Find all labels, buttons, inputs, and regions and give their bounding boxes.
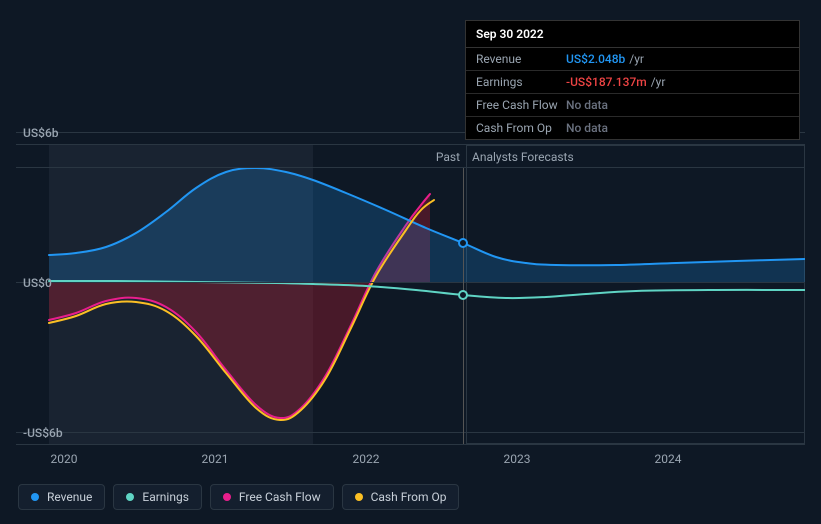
- tooltip-row-revenue: Revenue US$2.048b /yr: [466, 48, 799, 71]
- gridline-zero: [16, 282, 805, 283]
- tooltip-suffix-revenue: /yr: [629, 52, 644, 66]
- hover-guideline: [463, 168, 464, 444]
- gridline-bottom: [16, 432, 805, 433]
- tooltip-row-cfo: Cash From Op No data: [466, 117, 799, 139]
- x-tick-2024: 2024: [655, 452, 682, 466]
- tooltip-value-revenue: US$2.048b: [566, 52, 625, 66]
- hover-marker-earnings: [458, 290, 468, 300]
- tooltip-date: Sep 30 2022: [466, 21, 799, 48]
- gridline-period-divider: [16, 144, 805, 145]
- y-label-max: US$6b: [23, 126, 59, 140]
- x-tick-2023: 2023: [504, 452, 531, 466]
- x-tick-2021: 2021: [202, 452, 229, 466]
- x-tick-2022: 2022: [353, 452, 380, 466]
- legend-item-earnings[interactable]: Earnings: [113, 484, 202, 510]
- legend-label-revenue: Revenue: [47, 490, 92, 504]
- y-axis-line: [16, 444, 805, 445]
- financial-chart: US$6b US$0 -US$6b Past Analysts Forecast…: [16, 0, 805, 524]
- period-label-past: Past: [436, 150, 460, 164]
- period-label-forecast: Analysts Forecasts: [472, 150, 574, 164]
- y-label-min: -US$6b: [23, 426, 63, 440]
- legend-label-earnings: Earnings: [142, 490, 189, 504]
- gridline-period-top: [16, 167, 805, 168]
- tooltip-row-fcf: Free Cash Flow No data: [466, 94, 799, 117]
- tooltip-label-fcf: Free Cash Flow: [476, 98, 566, 112]
- tooltip-value-earnings: -US$187.137m: [566, 75, 647, 89]
- legend-dot-revenue: [31, 493, 39, 501]
- legend-label-fcf: Free Cash Flow: [239, 490, 321, 504]
- legend: Revenue Earnings Free Cash Flow Cash Fro…: [18, 484, 459, 510]
- tooltip-label-revenue: Revenue: [476, 52, 566, 66]
- hover-marker-revenue: [458, 238, 468, 248]
- x-tick-2020: 2020: [51, 452, 78, 466]
- legend-item-cfo[interactable]: Cash From Op: [342, 484, 460, 510]
- tooltip-value-fcf: No data: [566, 98, 608, 112]
- tooltip-label-earnings: Earnings: [476, 75, 566, 89]
- legend-dot-earnings: [126, 493, 134, 501]
- tooltip-row-earnings: Earnings -US$187.137m /yr: [466, 71, 799, 94]
- tooltip-value-cfo: No data: [566, 121, 608, 135]
- legend-item-fcf[interactable]: Free Cash Flow: [210, 484, 334, 510]
- legend-item-revenue[interactable]: Revenue: [18, 484, 105, 510]
- legend-label-cfo: Cash From Op: [371, 490, 447, 504]
- legend-dot-fcf: [223, 493, 231, 501]
- tooltip-suffix-earnings: /yr: [651, 75, 666, 89]
- legend-dot-cfo: [355, 493, 363, 501]
- hover-tooltip: Sep 30 2022 Revenue US$2.048b /yr Earnin…: [465, 20, 800, 140]
- y-label-zero: US$0: [23, 276, 52, 290]
- tooltip-label-cfo: Cash From Op: [476, 121, 566, 135]
